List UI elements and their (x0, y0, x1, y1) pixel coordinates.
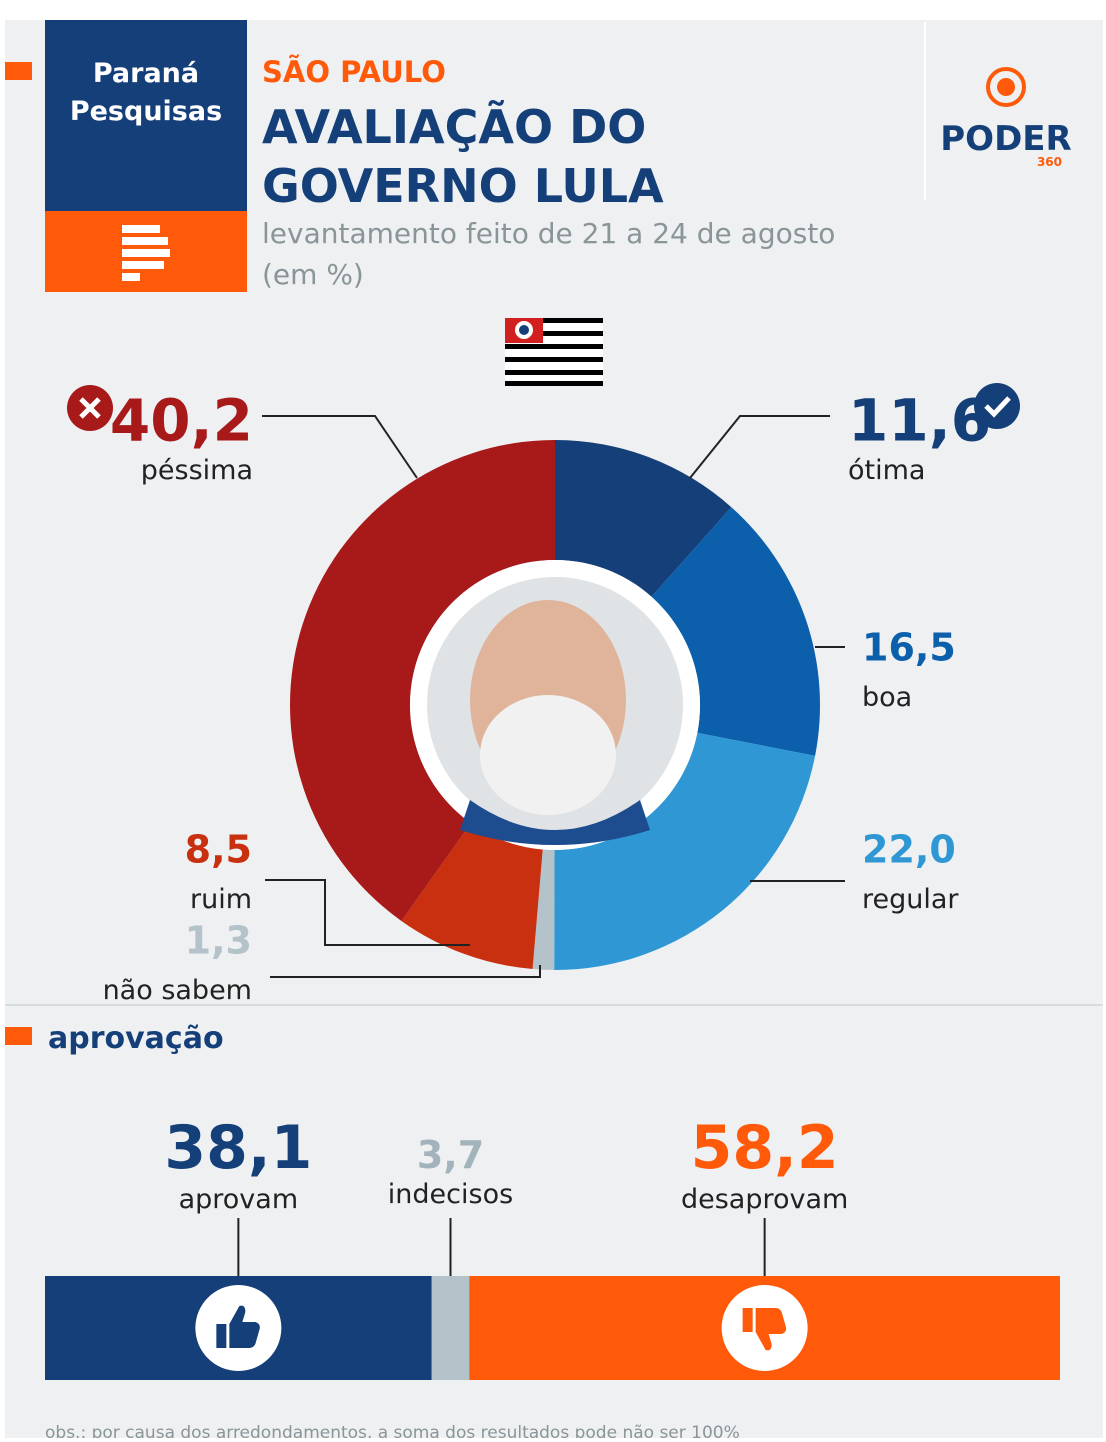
leader-line (265, 879, 470, 946)
legend-label: indecisos (388, 1179, 513, 1210)
section-title: aprovação (48, 1021, 224, 1056)
brand-logo (122, 225, 170, 281)
brand-name: Paraná (93, 58, 199, 89)
value-label: 3,7 (417, 1133, 484, 1177)
category-label: não sabem (103, 975, 252, 1006)
photo (410, 560, 700, 850)
brand-box (45, 20, 247, 211)
value-label: 8,5 (185, 827, 252, 871)
leader-line (262, 415, 418, 479)
thumbs-up-icon (216, 1305, 260, 1348)
donut-segment (651, 507, 820, 756)
value-label: 16,5 (862, 625, 956, 669)
footnote: obs.: por causa dos arredondamentos, a s… (45, 1423, 740, 1438)
category-label: boa (862, 682, 912, 713)
leader-line (270, 965, 541, 978)
region: SÃO PAULO (262, 55, 446, 89)
subtitle: (em %) (262, 258, 364, 291)
value-label: 58,2 (691, 1113, 839, 1183)
category-label: regular (862, 884, 959, 915)
icon-approve (974, 383, 1020, 429)
icon-disapprove (67, 385, 113, 431)
legend-label: aprovam (179, 1184, 299, 1215)
donut-segment (290, 440, 555, 921)
category-label: ruim (190, 884, 252, 915)
donut-segment (554, 732, 816, 971)
category-label: péssima (141, 455, 253, 486)
bar-segment (431, 1276, 470, 1380)
value-label: 11,6 (848, 386, 991, 454)
logo-sub: 360 (1037, 155, 1062, 169)
flag (505, 318, 603, 386)
leader-line (689, 415, 830, 479)
donut-segment (401, 823, 543, 970)
brand-name: Pesquisas (70, 96, 222, 127)
value-label: 1,3 (185, 918, 252, 962)
donut-segment (532, 849, 555, 970)
title: GOVERNO LULA (262, 159, 664, 213)
value-label: 22,0 (862, 827, 956, 871)
legend-label: desaprovam (681, 1184, 848, 1215)
logo: PODER (940, 119, 1071, 159)
logo-sun (986, 67, 1026, 107)
value-label: 38,1 (164, 1113, 312, 1183)
accent (5, 62, 32, 80)
title: AVALIAÇÃO DO (262, 99, 646, 154)
subtitle: levantamento feito de 21 a 24 de agosto (262, 217, 835, 250)
value-label: 40,2 (110, 386, 253, 454)
category-label: ótima (848, 455, 925, 486)
thumbs-down-icon (742, 1308, 787, 1351)
donut-segment (555, 440, 732, 597)
accent (5, 1027, 32, 1045)
